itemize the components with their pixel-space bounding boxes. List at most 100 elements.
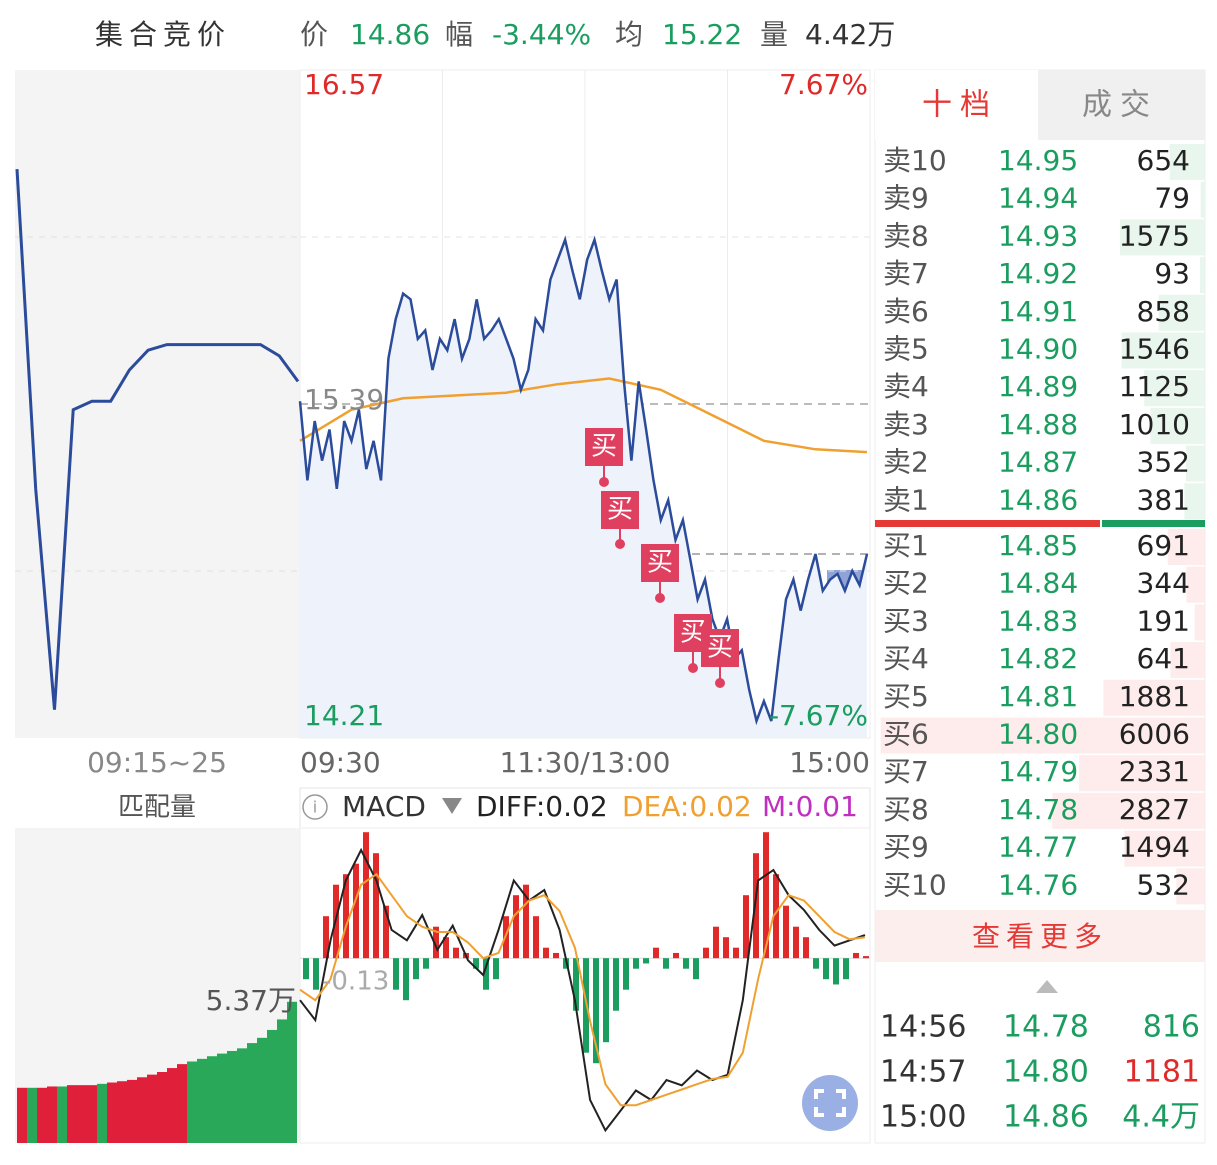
macd-bar — [703, 947, 709, 959]
level-label: 买1 — [883, 529, 929, 562]
level-volume: 2827 — [1119, 793, 1190, 826]
header-value: 4.42万 — [805, 18, 895, 51]
dropdown-arrow[interactable] — [442, 798, 462, 814]
level-price: 14.91 — [998, 295, 1078, 328]
ask-bid-sep-green — [1102, 520, 1205, 527]
level-volume: 858 — [1137, 295, 1190, 328]
level-volume: 532 — [1137, 868, 1190, 901]
macd-bar — [573, 958, 579, 1011]
volume-bar — [1167, 529, 1205, 565]
match-bar — [87, 1085, 97, 1143]
level-label: 卖4 — [883, 370, 929, 403]
match-bar — [47, 1086, 57, 1143]
volume-bar — [1184, 483, 1205, 520]
macd-header — [299, 787, 871, 829]
level-price: 14.85 — [998, 529, 1078, 562]
macd-bar — [623, 958, 629, 990]
match-bar — [127, 1079, 137, 1143]
level-label: 买8 — [883, 793, 929, 826]
macd-bar — [443, 937, 449, 959]
macd-bar — [673, 952, 679, 959]
match-bar — [77, 1085, 87, 1143]
tab-active[interactable] — [875, 70, 1038, 140]
more-button[interactable] — [875, 910, 1205, 962]
macd-bar — [853, 952, 859, 959]
macd-bar — [803, 937, 809, 959]
macd-bar — [863, 956, 869, 959]
x-tick-label: 09:15~25 — [87, 746, 227, 779]
volume-bar — [1079, 755, 1205, 792]
macd-bar — [493, 958, 499, 980]
trade-price: 14.86 — [1003, 1100, 1089, 1135]
level-label: 卖6 — [883, 295, 929, 328]
level-label: 卖5 — [883, 333, 929, 366]
macd-line — [299, 847, 866, 1133]
macd-bar — [603, 958, 609, 1043]
macd-bar — [593, 958, 599, 1064]
header-title: 集合竞价 — [95, 18, 231, 51]
level-volume: 93 — [1154, 257, 1190, 290]
volume-bar — [1103, 679, 1205, 716]
volume-bar — [1158, 294, 1205, 331]
level-volume: 381 — [1137, 483, 1190, 516]
trade-time: 15:00 — [880, 1100, 966, 1135]
macd-bar — [663, 958, 669, 969]
volume-bar — [1199, 257, 1205, 294]
level-volume: 1494 — [1119, 831, 1190, 864]
ask-bid-sep-red — [875, 520, 1100, 527]
match-bar — [117, 1081, 127, 1143]
match-bar — [197, 1058, 207, 1143]
match-title: 匹配量 — [118, 793, 196, 823]
volume-bar — [1124, 830, 1205, 867]
trade-volume: 4.4万 — [1122, 1100, 1200, 1135]
price-line — [298, 235, 869, 726]
x-tick-label: 09:30 — [300, 746, 381, 779]
level-volume: 1546 — [1119, 333, 1190, 366]
header-value: 14.86 — [350, 18, 430, 51]
match-annotation: 5.37万 — [206, 984, 296, 1017]
level-label: 卖8 — [883, 219, 929, 252]
buy-marker-bg — [701, 629, 739, 667]
volume-bar — [1200, 181, 1205, 218]
buy-marker: 买 — [707, 633, 733, 663]
level-volume: 691 — [1137, 529, 1190, 562]
level-volume: 2331 — [1119, 755, 1190, 788]
level-price: 14.95 — [998, 144, 1078, 177]
macd-title: MACD — [342, 790, 426, 823]
level-label: 卖3 — [883, 408, 929, 441]
match-bar — [237, 1048, 247, 1143]
macd-bar — [633, 958, 639, 969]
buy-marker-bg — [585, 428, 623, 466]
match-bar — [37, 1087, 47, 1143]
macd-bar — [393, 958, 399, 990]
match-bar — [267, 1029, 277, 1143]
level-price: 14.88 — [998, 408, 1078, 441]
trade-price: 14.80 — [1003, 1055, 1089, 1090]
prev-close-label: 15.39 — [304, 383, 384, 416]
match-bar — [57, 1086, 67, 1143]
macd-bar — [743, 895, 749, 959]
level-price: 14.93 — [998, 219, 1078, 252]
buy-marker: 买 — [591, 432, 617, 462]
macd-bar — [353, 863, 359, 959]
collapse-arrow[interactable] — [1036, 980, 1058, 993]
buy-marker-dot — [688, 663, 698, 673]
info-icon[interactable] — [302, 794, 328, 820]
buy-marker-dot — [715, 678, 725, 688]
macd-bar — [823, 958, 829, 980]
premarket-bg — [15, 70, 300, 738]
buy-marker-bg — [641, 544, 679, 582]
tab-inactive[interactable] — [1038, 70, 1205, 140]
volume-bar — [1121, 332, 1205, 369]
match-bar — [177, 1064, 187, 1143]
volume-bar — [1119, 219, 1205, 256]
fullscreen-button[interactable] — [802, 1075, 858, 1131]
level-volume: 641 — [1137, 642, 1190, 675]
y-min-label: 14.21 — [304, 699, 384, 732]
match-bar — [257, 1037, 267, 1143]
trade-volume: 816 — [1143, 1010, 1200, 1045]
buy-marker-dot — [599, 477, 609, 487]
legend-entry: DEA:0.02 — [622, 790, 752, 823]
match-bar — [67, 1085, 77, 1143]
macd-bar — [313, 958, 319, 990]
